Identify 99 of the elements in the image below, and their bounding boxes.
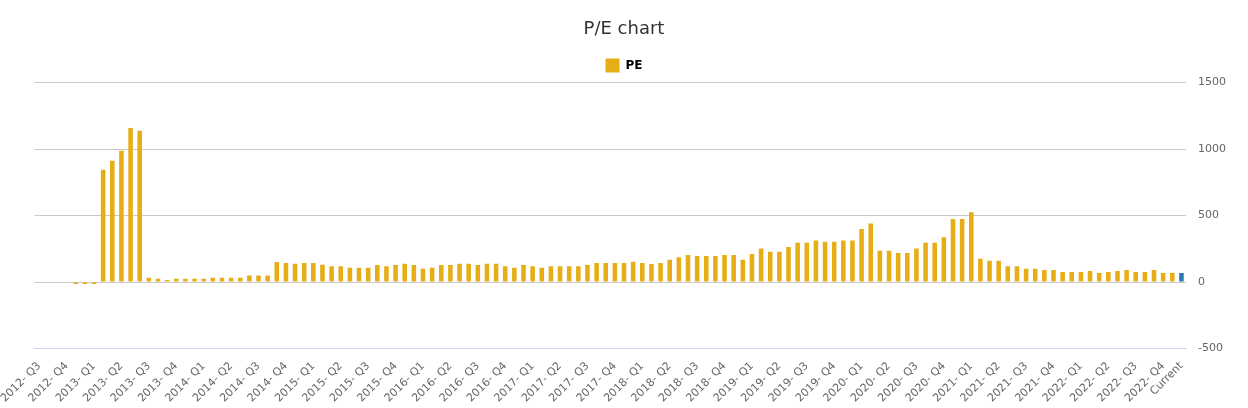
bar bbox=[466, 263, 471, 282]
bar bbox=[649, 264, 654, 282]
bar bbox=[1179, 273, 1184, 282]
bar bbox=[128, 128, 133, 282]
bar bbox=[603, 263, 609, 282]
bar bbox=[228, 277, 234, 282]
bar bbox=[676, 257, 682, 282]
bar bbox=[1160, 273, 1166, 282]
bar bbox=[192, 278, 197, 282]
bar bbox=[758, 248, 764, 282]
bar bbox=[1032, 268, 1038, 282]
bar bbox=[795, 242, 800, 282]
y-tick-label: 500 bbox=[1198, 208, 1220, 222]
y-tick-label: 1000 bbox=[1198, 141, 1227, 155]
legend-label: PE bbox=[625, 57, 643, 72]
bar bbox=[786, 247, 791, 282]
bar bbox=[1042, 270, 1047, 282]
bar bbox=[1124, 270, 1129, 282]
bar bbox=[841, 240, 846, 282]
bar bbox=[274, 262, 280, 282]
bar bbox=[804, 242, 810, 282]
bar bbox=[978, 258, 983, 282]
bar bbox=[932, 242, 937, 282]
bar bbox=[137, 130, 142, 282]
bar bbox=[731, 255, 736, 282]
bar bbox=[594, 263, 599, 282]
bar bbox=[1096, 273, 1102, 282]
bar bbox=[557, 266, 563, 282]
bar bbox=[219, 277, 225, 282]
bar bbox=[201, 278, 206, 282]
bar bbox=[905, 253, 910, 282]
bar bbox=[1087, 271, 1093, 282]
bar bbox=[576, 266, 581, 282]
bar bbox=[850, 240, 855, 282]
bar bbox=[1051, 270, 1056, 282]
bar bbox=[914, 248, 919, 282]
bar bbox=[923, 242, 928, 282]
bar bbox=[475, 265, 481, 282]
bar bbox=[996, 260, 1001, 282]
bar bbox=[1060, 272, 1065, 282]
bar bbox=[320, 264, 325, 282]
bar bbox=[777, 251, 782, 282]
bar bbox=[311, 263, 316, 282]
bar bbox=[566, 266, 572, 282]
bar bbox=[183, 278, 188, 282]
bar bbox=[1069, 272, 1075, 282]
bar bbox=[265, 275, 270, 282]
bar bbox=[548, 266, 554, 282]
bar bbox=[247, 275, 252, 282]
y-tick-label: 1500 bbox=[1198, 75, 1227, 89]
bar bbox=[338, 266, 344, 282]
bar bbox=[411, 265, 417, 282]
bar bbox=[512, 267, 517, 282]
bar bbox=[640, 263, 645, 282]
bar bbox=[767, 251, 773, 282]
bar bbox=[667, 259, 672, 282]
bar bbox=[146, 277, 152, 282]
bar bbox=[1078, 272, 1084, 282]
bar bbox=[713, 255, 718, 282]
bar bbox=[256, 275, 261, 282]
bar bbox=[438, 265, 444, 282]
bar bbox=[859, 228, 864, 282]
bar bbox=[1115, 271, 1120, 282]
bar bbox=[119, 150, 124, 282]
bar bbox=[1106, 272, 1111, 282]
bar bbox=[1014, 266, 1020, 282]
bar bbox=[329, 266, 334, 282]
y-tick-label: 0 bbox=[1198, 274, 1206, 288]
bar bbox=[1170, 273, 1175, 282]
bar bbox=[1023, 268, 1029, 282]
bar bbox=[539, 267, 545, 282]
bar bbox=[502, 266, 508, 282]
bar bbox=[173, 278, 179, 282]
bar bbox=[237, 277, 243, 282]
bar bbox=[987, 260, 992, 282]
bar bbox=[1151, 270, 1157, 282]
bar bbox=[521, 265, 526, 282]
bar bbox=[968, 212, 974, 282]
bar bbox=[402, 263, 407, 282]
chart-title: P/E chart bbox=[583, 17, 665, 39]
bar bbox=[1142, 272, 1148, 282]
bar bbox=[868, 223, 874, 282]
bar bbox=[155, 278, 161, 282]
bar bbox=[1005, 266, 1011, 282]
bar bbox=[722, 255, 727, 282]
bar bbox=[585, 265, 590, 282]
y-tick-label: -500 bbox=[1198, 341, 1223, 355]
bar bbox=[375, 265, 380, 282]
bar bbox=[110, 160, 115, 282]
bar bbox=[1133, 272, 1139, 282]
bar bbox=[384, 266, 389, 282]
bar bbox=[393, 265, 398, 282]
bar bbox=[703, 255, 709, 282]
bar bbox=[420, 268, 426, 282]
bar bbox=[457, 263, 462, 282]
bar bbox=[448, 265, 453, 282]
bar bbox=[210, 277, 216, 282]
bar bbox=[658, 263, 663, 282]
bar bbox=[530, 266, 535, 282]
